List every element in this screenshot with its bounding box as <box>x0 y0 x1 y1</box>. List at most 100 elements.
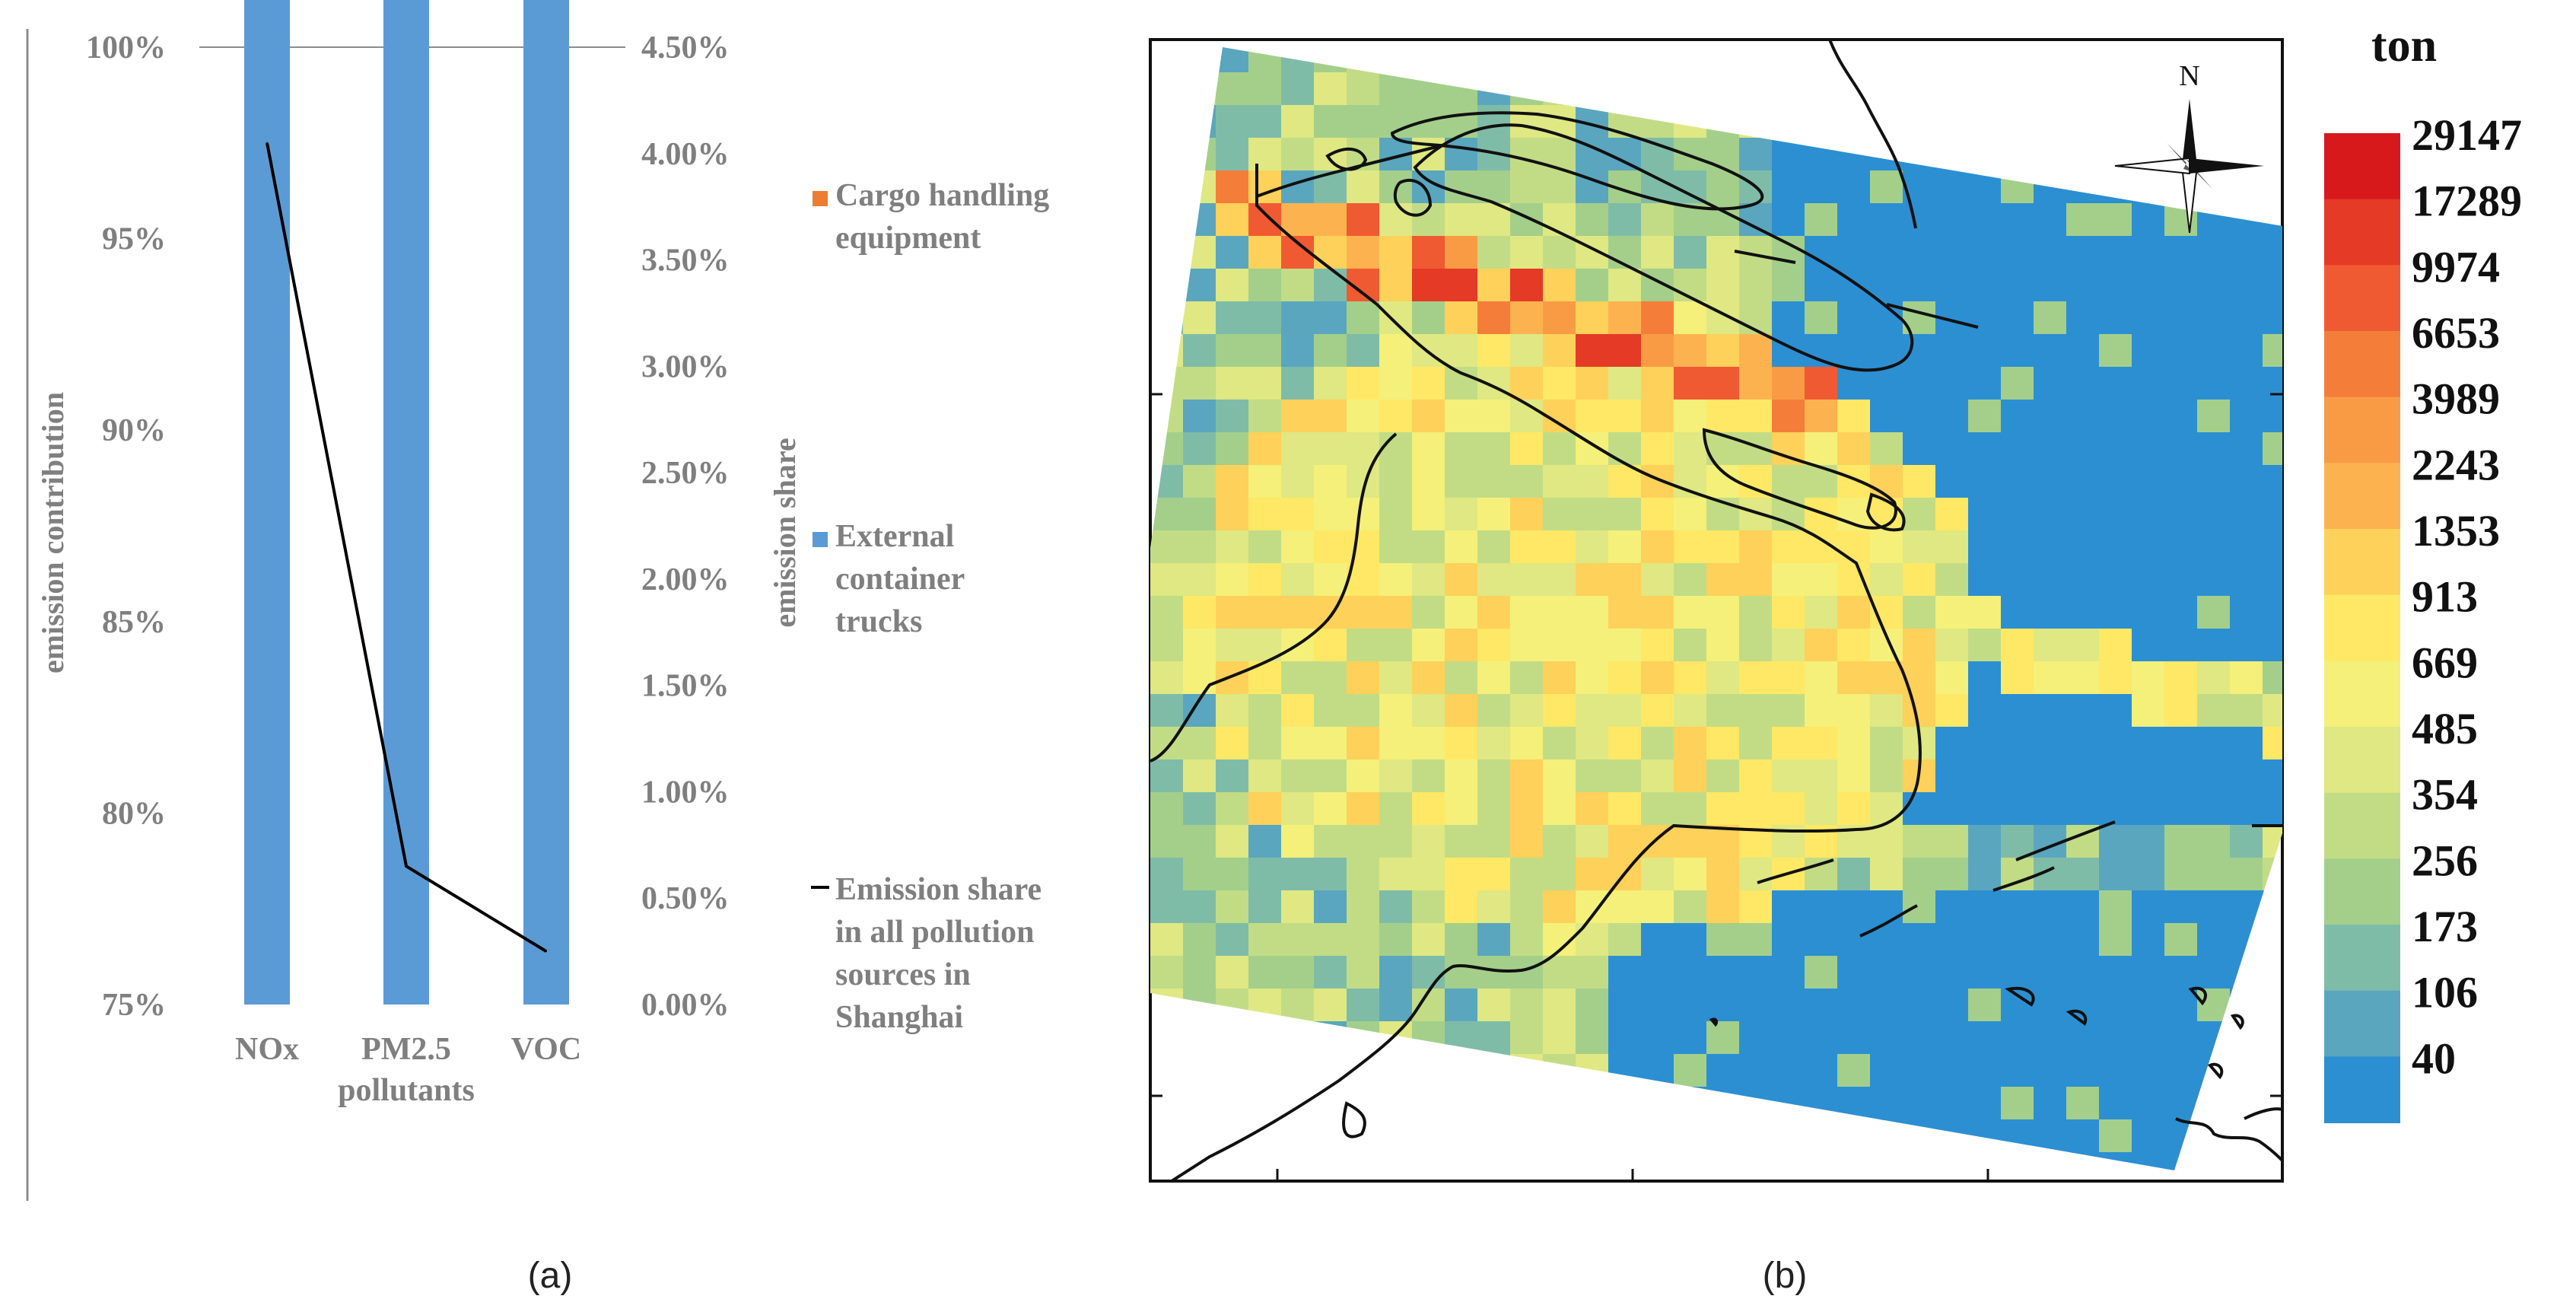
grid-cell <box>1641 530 1674 564</box>
grid-cell <box>1772 563 1805 597</box>
colorbar-label: 173 <box>2412 902 2478 951</box>
grid-cell <box>1379 236 1413 269</box>
grid-cell <box>2230 694 2263 728</box>
grid-cell <box>1805 727 1838 760</box>
grid-cell <box>1837 236 1871 269</box>
grid-cell <box>1772 727 1805 760</box>
grid-cell <box>1477 825 1511 858</box>
x-tick-label: NOx <box>235 1032 299 1067</box>
colorbar-label: 354 <box>2412 770 2478 820</box>
grid-cell <box>1248 858 1282 891</box>
colorbar-swatch <box>2324 858 2400 925</box>
grid-cell <box>1412 367 1445 400</box>
grid-cell <box>1739 530 1773 564</box>
grid-cell <box>2066 989 2100 1022</box>
grid-cell <box>1510 563 1544 597</box>
grid-cell <box>1543 301 1576 335</box>
grid-cell <box>1870 825 1903 858</box>
grid-cell <box>1477 269 1511 302</box>
grid-cell <box>2132 759 2165 793</box>
grid-cell <box>2001 792 2034 826</box>
grid-cell <box>1347 825 1380 858</box>
grid-cell <box>1935 1054 1969 1087</box>
grid-cell <box>1477 858 1511 891</box>
grid-cell <box>1968 1087 2002 1120</box>
grid-cell <box>1412 858 1445 891</box>
grid-cell <box>2197 890 2231 924</box>
grid-cell <box>1445 170 1478 204</box>
grid-cell <box>2132 367 2165 400</box>
grid-cell <box>1805 956 1838 989</box>
grid-cell <box>2197 596 2231 629</box>
grid-cell <box>1641 236 1674 269</box>
grid-cell <box>1281 792 1315 826</box>
colorbar-label: 669 <box>2412 638 2478 687</box>
grid-cell <box>1445 465 1478 498</box>
grid-cell <box>2001 694 2034 728</box>
grid-cell <box>2263 236 2282 269</box>
grid-cell <box>2230 400 2263 433</box>
grid-cell <box>2263 269 2282 302</box>
grid-cell <box>1347 203 1380 237</box>
grid-cell <box>1903 858 1936 891</box>
grid-cell <box>2263 727 2282 760</box>
grid-cell <box>1903 792 1936 826</box>
grid-cell <box>1870 759 1903 793</box>
grid-cell <box>1739 694 1773 728</box>
grid-cell <box>2066 498 2100 531</box>
grid-cell <box>2099 269 2132 302</box>
grid-cell <box>1641 890 1674 924</box>
grid-cell <box>1903 629 1936 662</box>
grid-cell <box>1150 923 1184 957</box>
grid-cell <box>2066 334 2100 368</box>
grid-cell <box>1706 367 1740 400</box>
grid-cell <box>1706 694 1740 728</box>
grid-cell <box>2001 498 2034 531</box>
grid-cell <box>1805 301 1838 335</box>
grid-cell <box>2197 334 2231 368</box>
grid-cell <box>1870 1021 1903 1055</box>
legend-label-share: Emission share <box>835 872 1042 907</box>
grid-cell <box>2263 301 2282 335</box>
grid-cell <box>2132 890 2165 924</box>
grid-cell <box>1347 792 1380 826</box>
grid-cell <box>1968 825 2002 858</box>
grid-cell <box>2099 694 2132 728</box>
colorbar-unit: ton <box>2371 20 2437 72</box>
grid-cell <box>2001 530 2034 564</box>
grid-cell <box>1935 367 1969 400</box>
grid-cell <box>2132 989 2165 1022</box>
grid-cell <box>1183 825 1216 858</box>
grid-cell <box>1935 890 1969 924</box>
grid-cell <box>1805 596 1838 629</box>
grid-cell <box>1281 301 1315 335</box>
grid-cell <box>1674 923 1707 957</box>
grid-cell <box>1314 694 1347 728</box>
grid-cell <box>1347 367 1380 400</box>
grid-cell <box>2197 432 2231 466</box>
grid-cell <box>1674 596 1707 629</box>
grid-cell <box>1903 334 1936 368</box>
grid-cell <box>1772 1054 1805 1087</box>
grid-cell <box>1477 530 1511 564</box>
grid-cell <box>1314 629 1347 662</box>
grid-cell <box>2164 825 2198 858</box>
grid-cell <box>1641 334 1674 368</box>
grid-cell <box>1347 334 1380 368</box>
colorbar-label: 485 <box>2412 704 2478 753</box>
grid-cell <box>1674 465 1707 498</box>
grid-cell <box>1379 269 1413 302</box>
grid-cell <box>2197 269 2231 302</box>
grid-cell <box>2164 989 2198 1022</box>
grid-cell <box>1412 694 1445 728</box>
grid-cell <box>1968 236 2002 269</box>
grid-cell <box>1281 138 1315 171</box>
grid-cell <box>1674 236 1707 269</box>
grid-cell <box>1641 138 1674 171</box>
grid-cell <box>1477 334 1511 368</box>
grid-cell <box>1477 727 1511 760</box>
grid-cell <box>1248 727 1282 760</box>
colorbar-swatch <box>2324 529 2400 596</box>
colorbar-swatch <box>2324 661 2400 728</box>
grid-cell <box>1772 465 1805 498</box>
